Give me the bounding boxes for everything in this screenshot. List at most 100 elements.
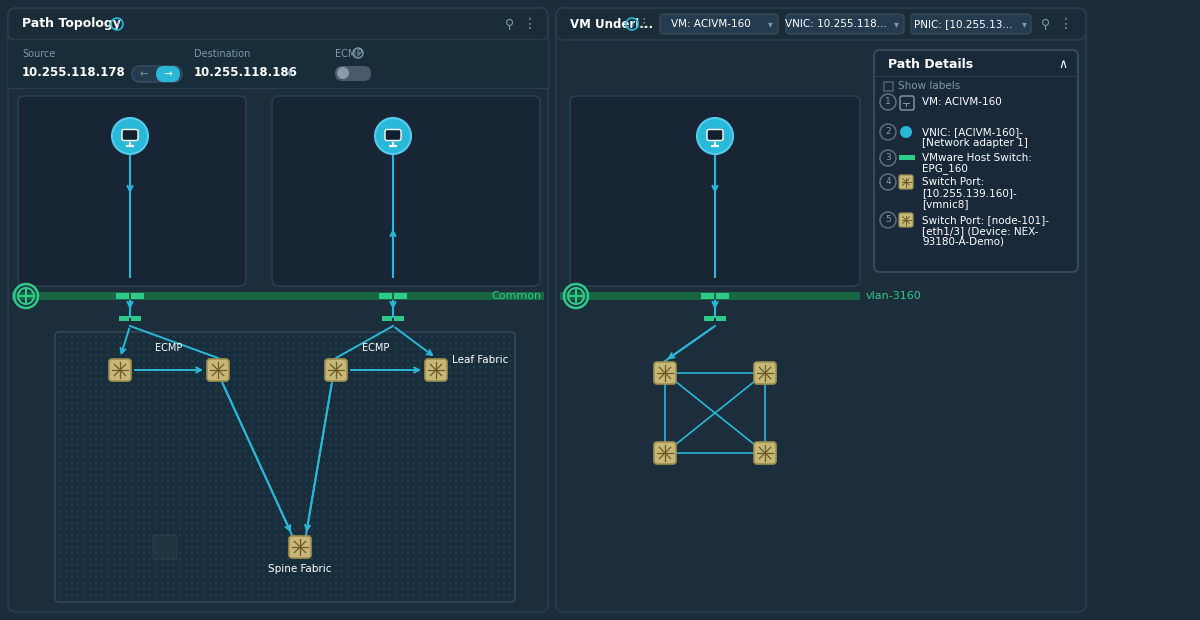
- Circle shape: [293, 540, 295, 542]
- Circle shape: [347, 504, 349, 506]
- Circle shape: [203, 396, 205, 398]
- Circle shape: [425, 546, 427, 548]
- Circle shape: [77, 444, 79, 446]
- Circle shape: [293, 522, 295, 524]
- Circle shape: [449, 408, 451, 410]
- Circle shape: [449, 426, 451, 428]
- Circle shape: [215, 552, 217, 554]
- Circle shape: [491, 384, 493, 386]
- Circle shape: [317, 414, 319, 416]
- Circle shape: [131, 402, 133, 404]
- Circle shape: [335, 582, 337, 584]
- Circle shape: [497, 372, 499, 374]
- Circle shape: [365, 456, 367, 458]
- Circle shape: [143, 516, 145, 518]
- Circle shape: [491, 534, 493, 536]
- Circle shape: [293, 372, 295, 374]
- Circle shape: [221, 456, 223, 458]
- Circle shape: [83, 348, 85, 350]
- Circle shape: [293, 552, 295, 554]
- Circle shape: [329, 594, 331, 596]
- Circle shape: [197, 396, 199, 398]
- Circle shape: [365, 408, 367, 410]
- Circle shape: [365, 540, 367, 542]
- Circle shape: [503, 432, 505, 434]
- Circle shape: [503, 492, 505, 494]
- Circle shape: [161, 336, 163, 338]
- Circle shape: [293, 420, 295, 422]
- Circle shape: [431, 402, 433, 404]
- Circle shape: [191, 426, 193, 428]
- Circle shape: [119, 564, 121, 566]
- Circle shape: [131, 510, 133, 512]
- Circle shape: [467, 378, 469, 380]
- Circle shape: [413, 570, 415, 572]
- Text: Spine Fabric: Spine Fabric: [269, 564, 331, 574]
- Circle shape: [419, 438, 421, 440]
- Circle shape: [437, 492, 439, 494]
- Circle shape: [143, 426, 145, 428]
- Circle shape: [113, 594, 115, 596]
- Circle shape: [305, 444, 307, 446]
- Circle shape: [389, 354, 391, 356]
- Circle shape: [497, 588, 499, 590]
- Circle shape: [497, 576, 499, 578]
- FancyBboxPatch shape: [109, 359, 131, 381]
- Circle shape: [149, 570, 151, 572]
- Circle shape: [401, 522, 403, 524]
- Circle shape: [221, 594, 223, 596]
- Circle shape: [101, 444, 103, 446]
- Circle shape: [257, 438, 259, 440]
- Circle shape: [299, 516, 301, 518]
- Circle shape: [383, 558, 385, 560]
- Circle shape: [161, 504, 163, 506]
- Circle shape: [65, 408, 67, 410]
- Circle shape: [197, 594, 199, 596]
- Circle shape: [131, 450, 133, 452]
- Circle shape: [95, 408, 97, 410]
- Circle shape: [383, 396, 385, 398]
- Circle shape: [395, 342, 397, 344]
- Circle shape: [269, 576, 271, 578]
- Circle shape: [59, 522, 61, 524]
- Circle shape: [257, 342, 259, 344]
- Circle shape: [191, 492, 193, 494]
- Circle shape: [413, 336, 415, 338]
- Circle shape: [383, 492, 385, 494]
- FancyBboxPatch shape: [556, 8, 1086, 612]
- Circle shape: [185, 570, 187, 572]
- Circle shape: [413, 594, 415, 596]
- Circle shape: [449, 582, 451, 584]
- Circle shape: [407, 444, 409, 446]
- Circle shape: [407, 348, 409, 350]
- Circle shape: [323, 336, 325, 338]
- Circle shape: [413, 420, 415, 422]
- Circle shape: [497, 540, 499, 542]
- Circle shape: [227, 354, 229, 356]
- Circle shape: [347, 468, 349, 470]
- Circle shape: [497, 522, 499, 524]
- Circle shape: [233, 402, 235, 404]
- Circle shape: [335, 486, 337, 488]
- Circle shape: [77, 558, 79, 560]
- Circle shape: [473, 336, 475, 338]
- Circle shape: [191, 582, 193, 584]
- Circle shape: [431, 582, 433, 584]
- Circle shape: [431, 396, 433, 398]
- Circle shape: [191, 546, 193, 548]
- Circle shape: [101, 390, 103, 392]
- Circle shape: [155, 456, 157, 458]
- Circle shape: [119, 342, 121, 344]
- Circle shape: [389, 540, 391, 542]
- Circle shape: [59, 384, 61, 386]
- Circle shape: [329, 576, 331, 578]
- Circle shape: [371, 552, 373, 554]
- Circle shape: [323, 396, 325, 398]
- Circle shape: [239, 420, 241, 422]
- Circle shape: [401, 510, 403, 512]
- Circle shape: [65, 522, 67, 524]
- Circle shape: [353, 546, 355, 548]
- Circle shape: [167, 366, 169, 368]
- Bar: [394, 316, 404, 321]
- Circle shape: [95, 516, 97, 518]
